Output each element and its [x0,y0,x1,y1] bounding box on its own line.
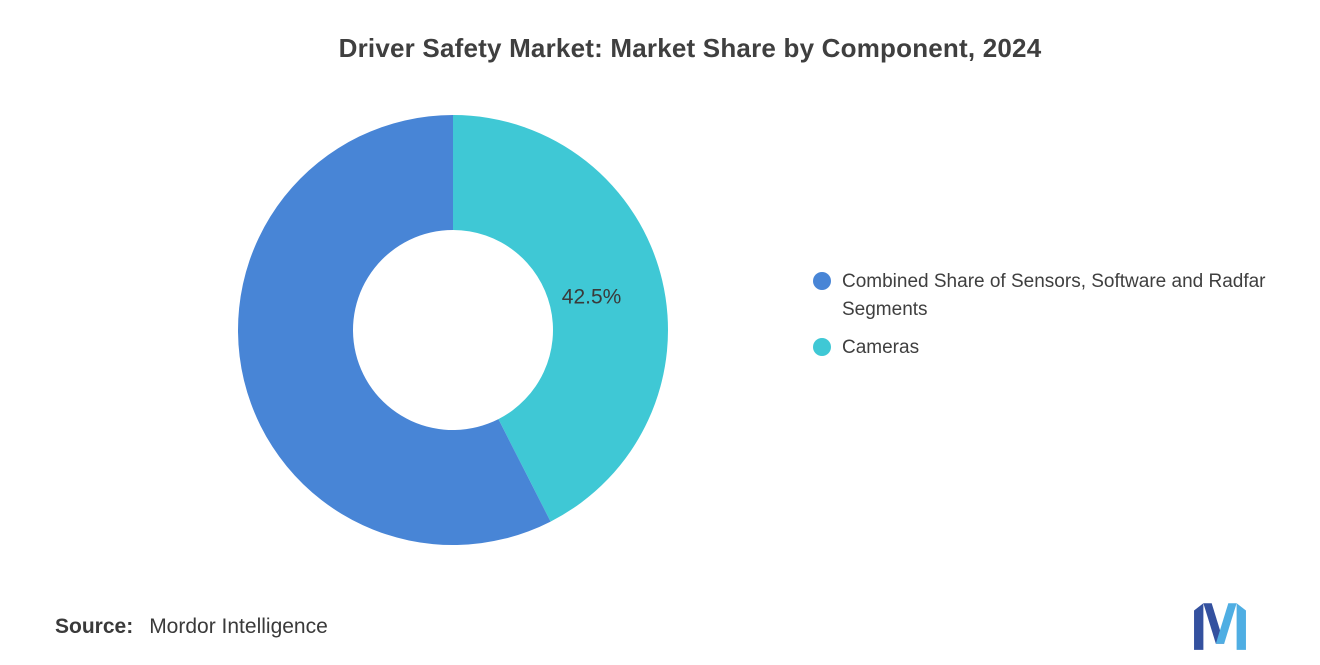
logo-shape-dark-leg [1194,603,1204,650]
legend-marker-cameras [813,338,831,356]
legend-label-combined: Combined Share of Sensors, Software and … [842,271,1266,320]
legend-label-cameras: Cameras [842,337,920,358]
legend-item-cameras: Cameras [813,334,1274,362]
donut-svg: 42.5% [238,115,668,545]
logo-shape-light-diagonal [1215,603,1237,644]
source-line: Source: Mordor Intelligence [55,615,328,639]
source-label: Source: [55,615,134,638]
mordor-intelligence-logo [1188,598,1252,652]
donut-segment-cameras [453,115,668,522]
legend: Combined Share of Sensors, Software and … [813,268,1274,362]
donut-segment-combined [238,115,551,545]
logo-shape-dark-diagonal [1203,603,1225,644]
source-value: Mordor Intelligence [149,615,328,638]
legend-marker-combined [813,272,831,290]
chart-title: Driver Safety Market: Market Share by Co… [338,33,1042,63]
logo-shape-light-leg [1236,603,1246,650]
slice-data-label: 42.5% [562,286,622,309]
donut-chart: 42.5% [233,110,673,550]
mordor-logo-svg [1194,603,1246,650]
legend-item-combined: Combined Share of Sensors, Software and … [813,268,1274,324]
